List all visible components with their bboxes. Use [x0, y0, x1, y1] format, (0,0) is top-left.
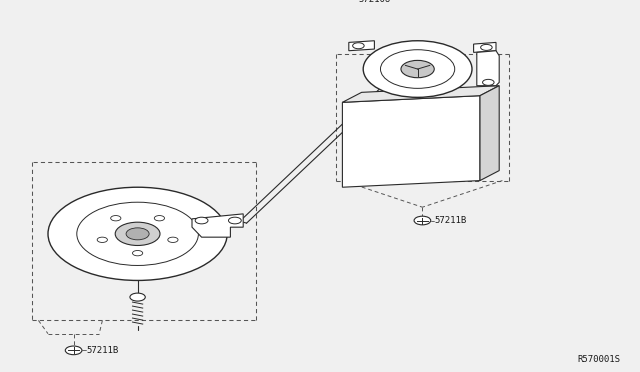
Circle shape	[48, 187, 227, 280]
Circle shape	[195, 217, 208, 224]
Circle shape	[168, 237, 178, 243]
Circle shape	[380, 50, 455, 88]
Polygon shape	[477, 51, 499, 86]
Polygon shape	[192, 214, 243, 237]
Circle shape	[126, 228, 149, 240]
Circle shape	[97, 237, 108, 243]
Circle shape	[483, 79, 494, 85]
Circle shape	[132, 250, 143, 256]
Polygon shape	[474, 42, 496, 52]
Circle shape	[481, 44, 492, 50]
Text: 57211B: 57211B	[86, 346, 118, 355]
Polygon shape	[342, 86, 499, 102]
Text: 57211B: 57211B	[434, 216, 466, 225]
Circle shape	[115, 222, 160, 246]
Circle shape	[111, 215, 121, 221]
Circle shape	[228, 217, 241, 224]
Polygon shape	[349, 41, 374, 51]
Circle shape	[130, 293, 145, 301]
Polygon shape	[480, 86, 499, 180]
Polygon shape	[342, 96, 480, 187]
Circle shape	[154, 215, 164, 221]
Circle shape	[364, 41, 472, 97]
Circle shape	[401, 60, 435, 78]
Circle shape	[353, 43, 364, 49]
Text: R570001S: R570001S	[578, 355, 621, 364]
Circle shape	[414, 216, 431, 225]
Text: 57210U: 57210U	[358, 0, 390, 4]
Circle shape	[65, 346, 82, 355]
Circle shape	[77, 202, 198, 266]
